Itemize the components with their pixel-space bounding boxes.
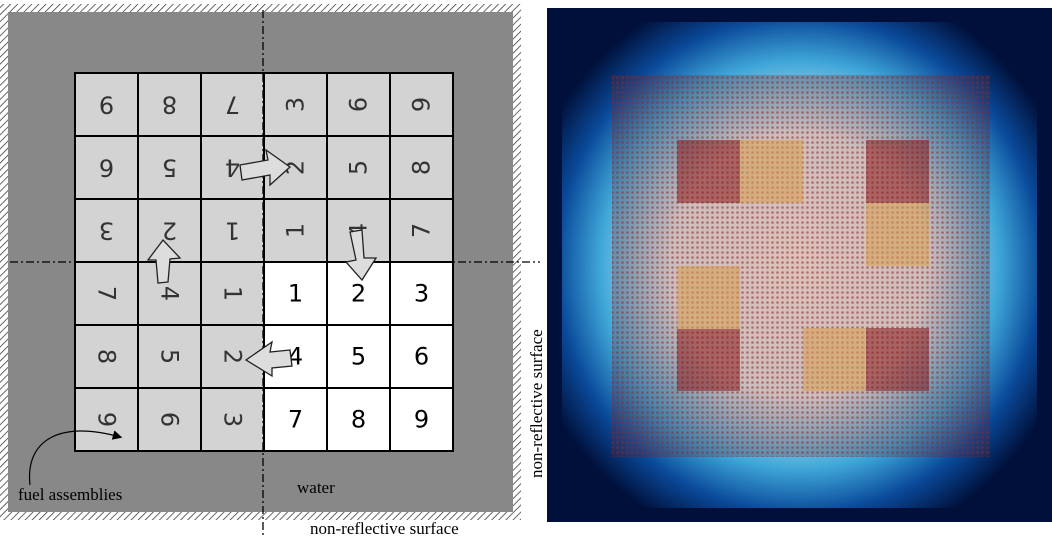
- cell-number: 8: [351, 406, 366, 434]
- cell-number: 5: [351, 343, 366, 371]
- surface-label: non-reflective surface: [310, 519, 459, 538]
- cell-number: 6: [345, 97, 373, 112]
- water-label: water: [297, 478, 335, 497]
- cell-number: 7: [93, 286, 121, 301]
- cell-number: 6: [156, 412, 184, 427]
- flux-image: [547, 8, 1052, 522]
- cell-number: 5: [345, 160, 373, 175]
- pin-lattice: [612, 75, 990, 457]
- cell-number: 2: [219, 349, 247, 364]
- cell-number: 7: [225, 91, 240, 119]
- cell-number: 7: [288, 406, 303, 434]
- cell-number: 6: [99, 154, 114, 182]
- cell-number: 1: [219, 286, 247, 301]
- cell-number: 1: [225, 217, 240, 245]
- cell-number: 9: [414, 406, 429, 434]
- cell-number: 9: [93, 412, 121, 427]
- fuel-label: fuel assemblies: [18, 485, 122, 504]
- cell-number: 4: [156, 286, 184, 301]
- cell-number: 3: [414, 280, 429, 308]
- cell-number: 5: [162, 154, 177, 182]
- cell-number: 7: [408, 223, 436, 238]
- cell-number: 5: [156, 349, 184, 364]
- cell-number: 9: [408, 97, 436, 112]
- cell-number: 9: [99, 91, 114, 119]
- figure: 987369654258321147741123852456963789 fue…: [0, 0, 1052, 542]
- cell-number: 3: [219, 412, 247, 427]
- cell-number: 3: [99, 217, 114, 245]
- surface-label: non-reflective surface: [527, 329, 546, 478]
- cell-number: 8: [93, 349, 121, 364]
- cell-number: 1: [288, 280, 303, 308]
- cell-number: 4: [225, 154, 240, 182]
- cell-number: 6: [414, 343, 429, 371]
- cell-number: 3: [282, 97, 310, 112]
- cell-number: 2: [351, 280, 366, 308]
- cell-number: 8: [408, 160, 436, 175]
- left-panel: 987369654258321147741123852456963789 fue…: [0, 4, 546, 538]
- cell-number: 8: [162, 91, 177, 119]
- cell-number: 1: [282, 223, 310, 238]
